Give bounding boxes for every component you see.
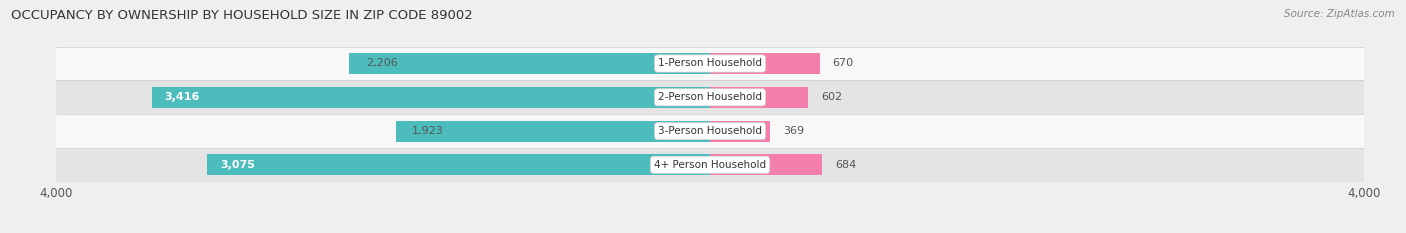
Bar <box>56 80 1364 114</box>
Text: 1-Person Household: 1-Person Household <box>658 58 762 69</box>
Bar <box>56 47 1364 80</box>
Text: 2-Person Household: 2-Person Household <box>658 92 762 102</box>
Text: OCCUPANCY BY OWNERSHIP BY HOUSEHOLD SIZE IN ZIP CODE 89002: OCCUPANCY BY OWNERSHIP BY HOUSEHOLD SIZE… <box>11 9 472 22</box>
Text: 670: 670 <box>832 58 853 69</box>
Text: 3-Person Household: 3-Person Household <box>658 126 762 136</box>
Bar <box>56 114 1364 148</box>
Bar <box>710 154 823 175</box>
Bar <box>395 121 710 141</box>
Text: 602: 602 <box>821 92 842 102</box>
Bar <box>710 53 820 74</box>
Bar <box>710 87 808 108</box>
Text: 684: 684 <box>835 160 856 170</box>
Text: 4+ Person Household: 4+ Person Household <box>654 160 766 170</box>
Text: 2,206: 2,206 <box>366 58 398 69</box>
Bar <box>710 121 770 141</box>
Text: 1,923: 1,923 <box>412 126 444 136</box>
Bar <box>56 148 1364 182</box>
Text: Source: ZipAtlas.com: Source: ZipAtlas.com <box>1284 9 1395 19</box>
Bar <box>152 87 710 108</box>
Text: 369: 369 <box>783 126 804 136</box>
Text: 3,416: 3,416 <box>165 92 200 102</box>
Bar <box>350 53 710 74</box>
Bar <box>208 154 710 175</box>
Text: 3,075: 3,075 <box>221 160 256 170</box>
